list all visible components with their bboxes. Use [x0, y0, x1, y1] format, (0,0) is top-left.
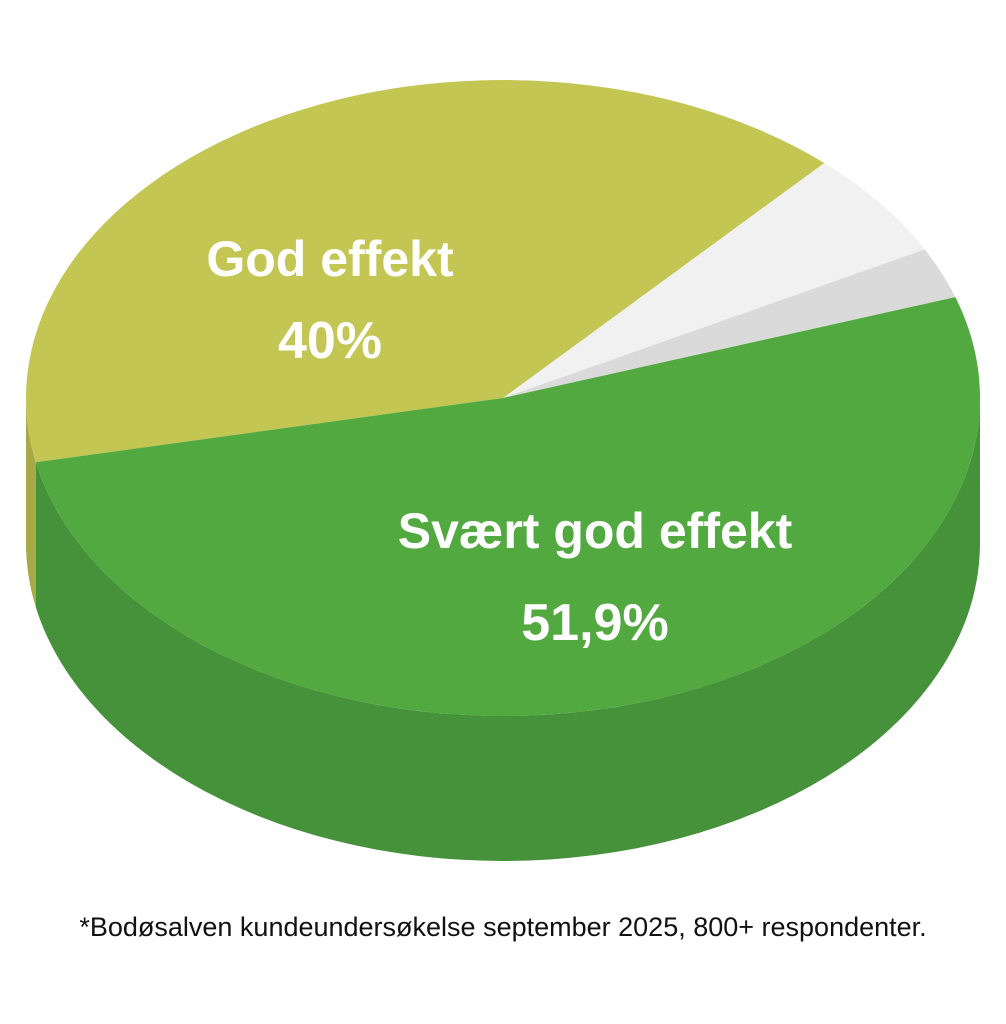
- slice-label-god-effekt: God effekt: [206, 231, 454, 287]
- pie-tops: [25, 80, 981, 717]
- slice-label-svært-god-effekt: Svært god effekt: [398, 503, 793, 559]
- footnote: *Bodøsalven kundeundersøkelse september …: [79, 912, 927, 942]
- slice-value-svært-god-effekt: 51,9%: [521, 594, 668, 652]
- slice-value-god-effekt: 40%: [278, 312, 382, 370]
- pie-slice-slice-3: [503, 249, 956, 398]
- pie-side-svært-god-effekt: [35, 398, 980, 861]
- pie-side-god-effekt: [26, 398, 36, 608]
- pie-slice-slice-2: [503, 162, 925, 398]
- pie-sides: [26, 398, 980, 861]
- pie-labels: Svært god effekt 51,9% God effekt 40%: [206, 231, 792, 652]
- pie-slice-god-effekt: [25, 80, 825, 463]
- pie-slice-svært-god-effekt: [35, 297, 981, 717]
